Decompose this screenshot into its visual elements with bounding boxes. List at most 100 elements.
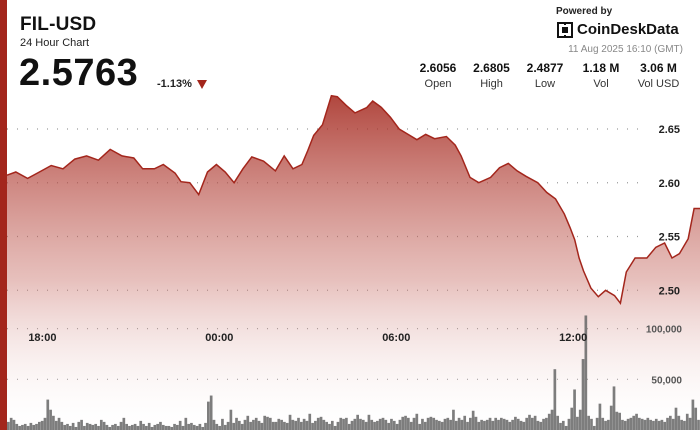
volume-bar [387,422,390,430]
volume-bars [7,315,700,430]
volume-bar [142,423,145,430]
volume-bar [204,422,207,430]
volume-bar [147,422,151,430]
volume-bar [119,421,123,430]
volume-bar [677,415,681,430]
volume-bar [463,415,467,430]
volume-bar [254,417,258,430]
volume-bar [43,417,47,430]
volume-bar [288,414,292,430]
volume-bar [671,418,675,430]
volume-bar [314,420,317,430]
volume-bar [590,418,593,430]
volume-bar [94,423,98,430]
volume-bar [26,425,30,430]
volume-bar [18,425,21,430]
volume-bar [159,421,162,430]
volume-bar [578,409,582,430]
volume-bar [559,422,562,430]
volume-bar [347,423,351,430]
volume-bar [57,417,61,430]
volume-bar [122,417,126,430]
volume-bar [12,419,16,430]
volume-bar [460,419,464,430]
volume-bar [150,426,154,430]
volume-bar [359,418,362,430]
volume-bar [229,409,233,430]
volume-bar [161,424,165,430]
stat-value: 2.4877 [526,61,564,75]
volume-bar [547,413,551,430]
volume-bar [626,418,630,430]
stat-value: 3.06 M [640,61,677,75]
volume-bar [536,420,540,430]
volume-bar [392,420,396,430]
volume-bar [553,369,557,430]
coindesk-logo-icon [557,21,573,38]
accent-bar [0,0,7,430]
volume-bar [426,417,430,430]
volume-bar [663,421,667,430]
volume-bar [446,417,450,430]
volume-bar [395,423,399,430]
volume-bar [215,423,219,430]
volume-bar [381,417,385,430]
volume-bar [99,419,103,430]
volume-bar [305,420,309,430]
volume-bar [488,417,492,430]
volume-bar [345,417,348,430]
brand-logo[interactable]: CoinDeskData [557,21,679,38]
volume-bar [316,417,320,430]
volume-bar [74,426,78,430]
volume-bar [407,417,410,430]
volume-bar [398,419,402,430]
volume-bar [97,425,100,430]
volume-bar [418,423,421,430]
volume-bar [604,420,607,430]
volume-bar [235,417,238,430]
volume-bar [530,417,534,430]
volume-bar [514,416,517,430]
price-change: -1.13% [157,78,192,90]
volume-bar [474,416,478,430]
volume-bar [361,419,365,430]
volume-bar [54,420,58,430]
volume-bar [192,424,196,430]
y-tick-label: 2.50 [659,285,680,297]
price-area [7,95,700,430]
volume-bar [533,415,537,430]
volume-bar [404,415,407,430]
volume-bar [209,395,213,430]
volume-bar [32,424,36,430]
volume-bar [328,423,331,430]
volume-bar [339,417,343,430]
volume-bar [294,420,298,430]
volume-bar [485,419,489,430]
volume-bar [330,420,334,430]
volume-bar [218,425,221,430]
volume-bar [545,417,548,430]
volume-bar [607,419,610,430]
volume-bar [63,424,67,430]
volume-bar [438,420,441,430]
volume-bar [483,420,486,430]
volume-bar [319,416,323,430]
volume-bar [21,424,24,430]
volume-bar [435,419,438,430]
volume-bar [299,421,303,430]
volume-bar [576,416,579,430]
volume-bar [139,420,143,430]
volume-bar [584,315,588,430]
volume-bar [691,399,695,430]
volume-bar [181,425,185,430]
volume-bar [201,426,205,430]
volume-bar [384,419,388,430]
volume-bar [469,417,472,430]
volume-bar [409,421,413,430]
volume-bar [187,423,190,430]
volume-bar [502,418,506,430]
volume-bar [680,419,683,430]
volume-bar [195,425,199,430]
volume-bar [432,417,436,430]
volume-bar [564,425,568,430]
